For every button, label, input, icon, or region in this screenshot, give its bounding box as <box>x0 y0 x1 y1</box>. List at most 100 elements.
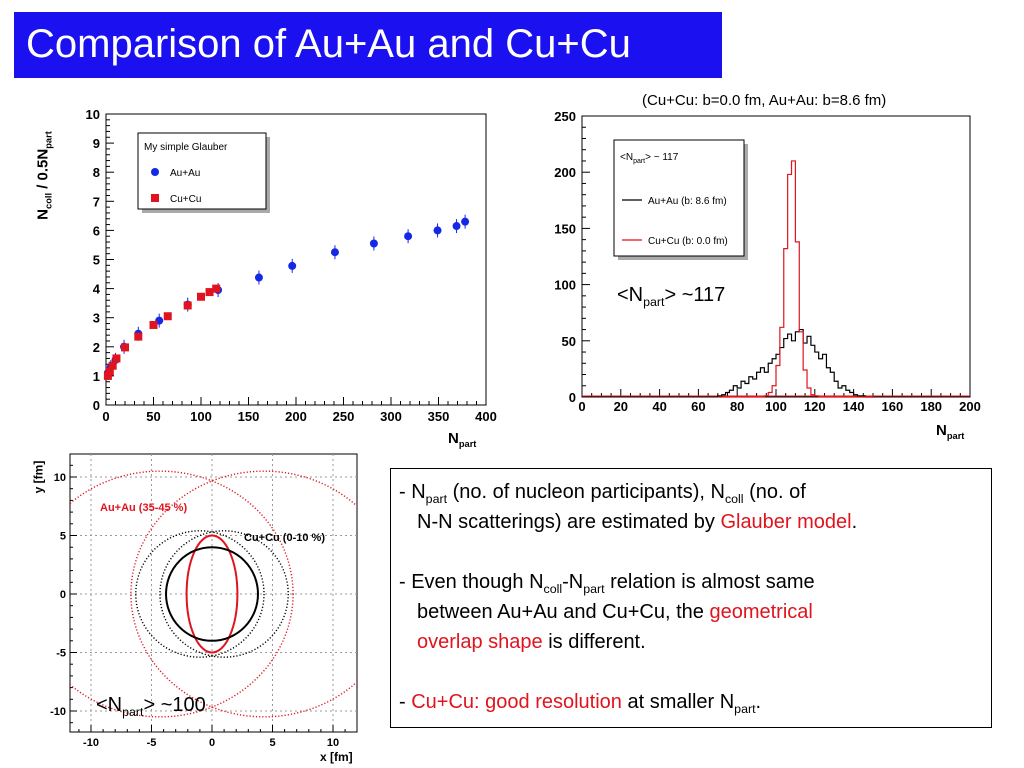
info-bullet-2-line-1: - Even though Ncoll-Npart relation is al… <box>399 571 815 596</box>
info-bullet-2-line-2: between Au+Au and Cu+Cu, the geometrical <box>417 601 813 623</box>
chart1-xlabel: Npart <box>448 430 477 449</box>
chart2-series-cucu <box>717 160 873 398</box>
chart1-cucu-point <box>149 320 158 329</box>
chart1-ytick-label: 0 <box>93 398 100 413</box>
chart2-annotation: (Cu+Cu: b=0.0 fm, Au+Au: b=8.6 fm) <box>642 92 887 109</box>
chart1-auau-point <box>254 273 263 282</box>
chart3-xtick-label: 0 <box>209 737 215 749</box>
chart1-xtick-label: 50 <box>146 409 160 424</box>
chart1-legend-title: My simple Glauber <box>144 142 228 153</box>
chart1-ytick-label: 5 <box>93 253 100 268</box>
chart1-xtick-label: 300 <box>380 409 402 424</box>
slide-title: Comparison of Au+Au and Cu+Cu <box>26 22 631 66</box>
chart3-frame <box>69 453 358 733</box>
chart1-auau-point <box>404 232 413 241</box>
chart2-xtick-label: 160 <box>882 399 904 414</box>
chart1-cucu-point <box>205 288 214 297</box>
chart1-ytick-label: 7 <box>93 194 100 209</box>
chart1-cucu-point <box>183 301 192 310</box>
chart1-auau-point <box>288 261 297 270</box>
chart3-au-nucleus-a <box>70 470 294 718</box>
chart1-xtick-label: 400 <box>475 409 497 424</box>
info-box: - Npart (no. of nucleon participants), N… <box>390 468 992 728</box>
chart1-cucu-point <box>103 371 112 380</box>
chart3-ytick-label: 5 <box>60 531 66 543</box>
chart1-legend-marker-cucu <box>151 194 159 202</box>
chart1-cucu-point <box>108 361 117 370</box>
chart1-xtick-label: 200 <box>285 409 307 424</box>
chart1-ytick-label: 9 <box>93 136 100 151</box>
chart3-label-auau: Au+Au (35-45 %) <box>100 502 187 514</box>
chart3-xtick-label: 10 <box>327 737 339 749</box>
chart2-ytick-label: 200 <box>554 165 576 180</box>
chart2-xtick-label: 200 <box>959 399 981 414</box>
chart2-ytick-label: 50 <box>562 334 576 349</box>
chart1-xtick-label: 250 <box>333 409 355 424</box>
chart1-ytick-label: 10 <box>86 107 100 122</box>
chart1-legend-marker-auau <box>151 168 159 176</box>
chart3-cu-nucleus-b <box>159 530 289 658</box>
chart2-ytick-label: 250 <box>554 109 576 124</box>
chart3-ytick-label: 10 <box>54 472 66 484</box>
chart1-legend <box>137 132 267 210</box>
chart3-xtick-label: 5 <box>269 737 275 749</box>
chart1-auau-point <box>369 239 378 248</box>
chart2-xtick-label: 140 <box>843 399 865 414</box>
chart2-npart-histogram: 0 20 40 60 80 100 120 140 160 180 200 0 50 100 150 200 2… <box>554 109 981 414</box>
chart2-xtick-label: 40 <box>652 399 666 414</box>
chart3-big-label: <Npart> ~100 <box>96 694 206 719</box>
chart2-xtick-label: 100 <box>765 399 787 414</box>
chart2-legend <box>613 139 745 257</box>
chart2-xlabel: Npart <box>936 422 965 441</box>
chart3-cu-overlap <box>165 546 259 642</box>
chart3-overlap-geometry: -10 -5 0 5 10 10 5 0 -5 -10 Au+Au (35-45 %) Cu+Cu (… <box>50 453 358 749</box>
chart1-xtick-label: 350 <box>428 409 450 424</box>
chart3-ytick-label: -5 <box>56 648 66 660</box>
chart1-xtick-label: 150 <box>238 409 260 424</box>
chart1-ytick-label: 6 <box>93 223 100 238</box>
chart1-cucu-point <box>134 332 143 341</box>
chart1-cucu-point <box>105 367 114 376</box>
chart1-ncoll-vs-npart: 0 50 100 150 200 250 300 350 400 0 1 2 3 4 5 6 7 8 9 10 My s… <box>86 107 497 424</box>
chart3-xlabel: x [fm] <box>320 750 353 764</box>
chart1-xtick-label: 100 <box>190 409 212 424</box>
chart2-ytick-label: 100 <box>554 278 576 293</box>
chart1-ytick-label: 3 <box>93 311 100 326</box>
chart1-cucu-point <box>112 354 121 363</box>
chart1-auau-point <box>461 217 470 226</box>
chart2-legend-label-auau: Au+Au (b: 8.6 fm) <box>648 196 727 207</box>
chart2-ytick-label: 150 <box>554 221 576 236</box>
chart2-xtick-label: 80 <box>730 399 744 414</box>
chart2-xtick-label: 120 <box>804 399 826 414</box>
chart3-ytick-label: 0 <box>60 589 66 601</box>
info-bullet-1-line-2: N-N scatterings) are estimated by Glaube… <box>417 511 858 533</box>
chart2-xtick-label: 180 <box>920 399 942 414</box>
chart3-au-overlap <box>185 534 239 654</box>
chart1-auau-point <box>452 222 461 231</box>
info-bullet-1-line-1: - Npart (no. of nucleon participants), N… <box>399 481 806 506</box>
chart1-cucu-point <box>212 284 221 293</box>
info-bullet-3: - Cu+Cu: good resolution at smaller Npar… <box>399 691 762 716</box>
chart2-legend-label-cucu: Cu+Cu (b: 0.0 fm) <box>648 236 728 247</box>
info-bullet-2-line-3: overlap shape is different. <box>417 631 646 653</box>
chart1-ytick-label: 8 <box>93 165 100 180</box>
chart1-auau-point <box>330 248 339 257</box>
chart3-xtick-label: -10 <box>83 737 99 749</box>
chart3-xtick-label: -5 <box>147 737 157 749</box>
chart2-series-auau <box>717 328 873 398</box>
chart1-legend-label-cucu: Cu+Cu <box>170 194 201 205</box>
chart1-auau-point <box>433 226 442 235</box>
chart3-ytick-label: -10 <box>50 706 66 718</box>
chart2-xtick-label: 60 <box>691 399 705 414</box>
chart1-cucu-point <box>163 312 172 321</box>
title-banner: Comparison of Au+Au and Cu+Cu <box>14 12 722 78</box>
chart2-big-label: <Npart> ~117 <box>617 284 726 309</box>
chart3-shapes <box>70 470 357 718</box>
chart2-ytick-label: 0 <box>569 390 576 405</box>
chart1-cucu-point <box>121 343 129 352</box>
chart2-xtick-label: 0 <box>578 399 585 414</box>
chart1-xtick-label: 0 <box>102 409 109 424</box>
chart3-cu-nucleus-a <box>135 530 265 658</box>
chart2-xtick-label: 20 <box>614 399 628 414</box>
chart3-label-cucu: Cu+Cu (0-10 %) <box>244 532 325 544</box>
